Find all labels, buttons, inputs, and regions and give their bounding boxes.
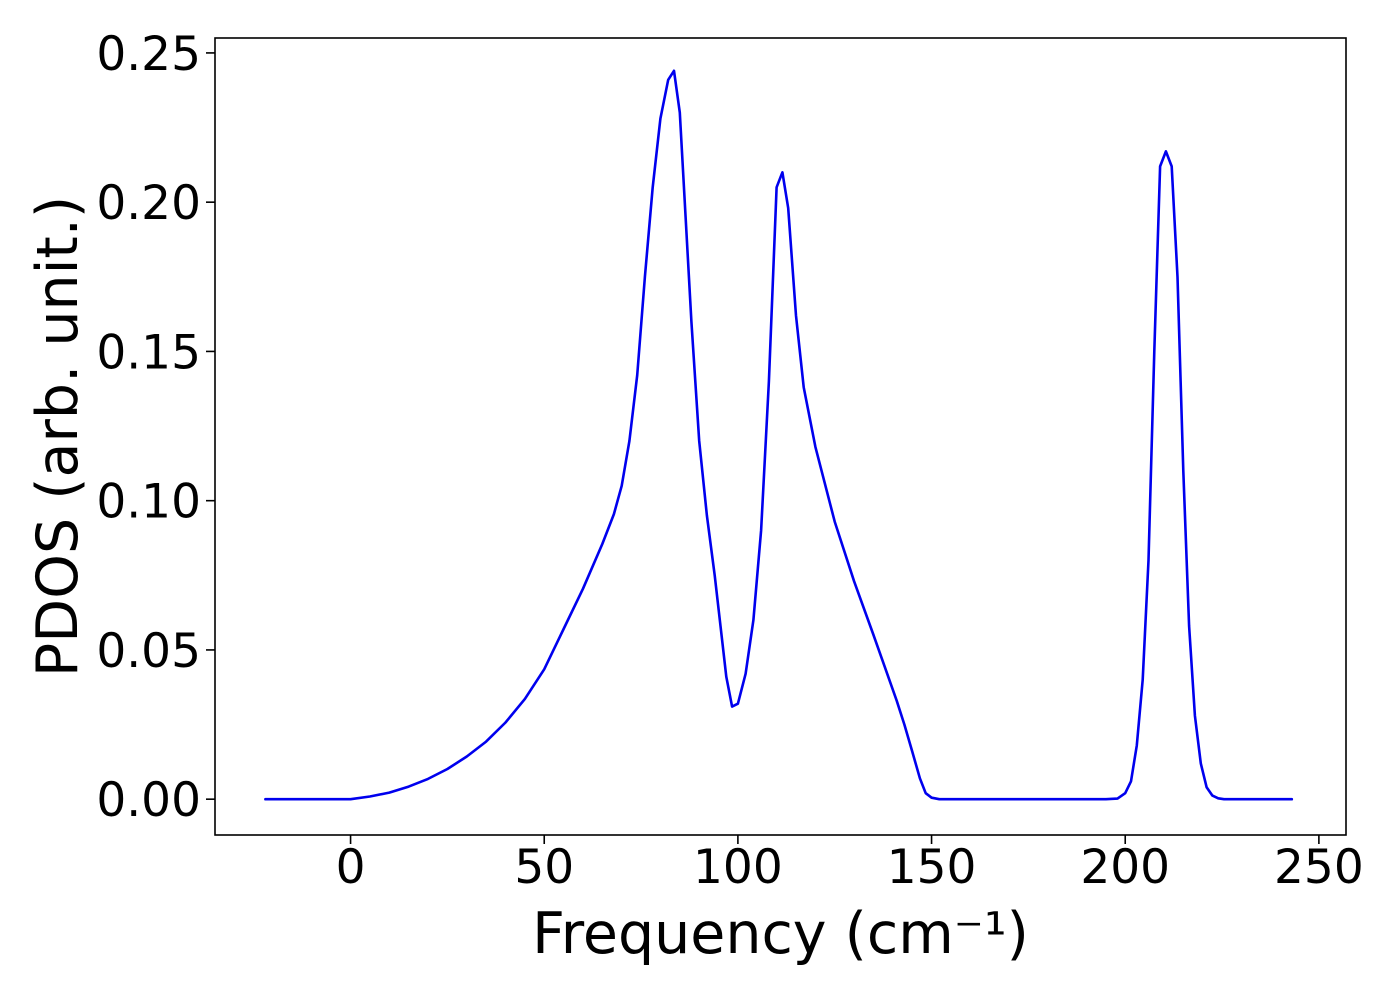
y-tick-label: 0.25 — [96, 27, 201, 82]
y-axis-title: PDOS (arb. unit.) — [25, 196, 91, 677]
x-tick-label: 50 — [514, 840, 574, 895]
y-tick-label: 0.10 — [96, 475, 201, 530]
y-axis-ticks: 0.00 0.05 0.10 0.15 0.20 0.25 — [96, 27, 215, 828]
y-tick-label: 0.20 — [96, 176, 201, 231]
pdos-series-line — [264, 69, 1294, 801]
x-tick-label: 250 — [1274, 840, 1364, 895]
y-tick-label: 0.15 — [96, 325, 201, 380]
y-tick-label: 0.05 — [96, 624, 201, 679]
x-tick-label: 200 — [1080, 840, 1170, 895]
x-tick-label: 150 — [887, 840, 977, 895]
series-layer — [264, 69, 1294, 801]
x-tick-label: 0 — [336, 840, 366, 895]
y-tick-label: 0.00 — [96, 773, 201, 828]
x-axis-ticks: 0 50 100 150 200 250 — [336, 835, 1364, 895]
x-axis-title: Frequency (cm⁻¹) — [532, 901, 1029, 967]
x-tick-label: 100 — [693, 840, 783, 895]
plot-frame — [214, 37, 1347, 836]
